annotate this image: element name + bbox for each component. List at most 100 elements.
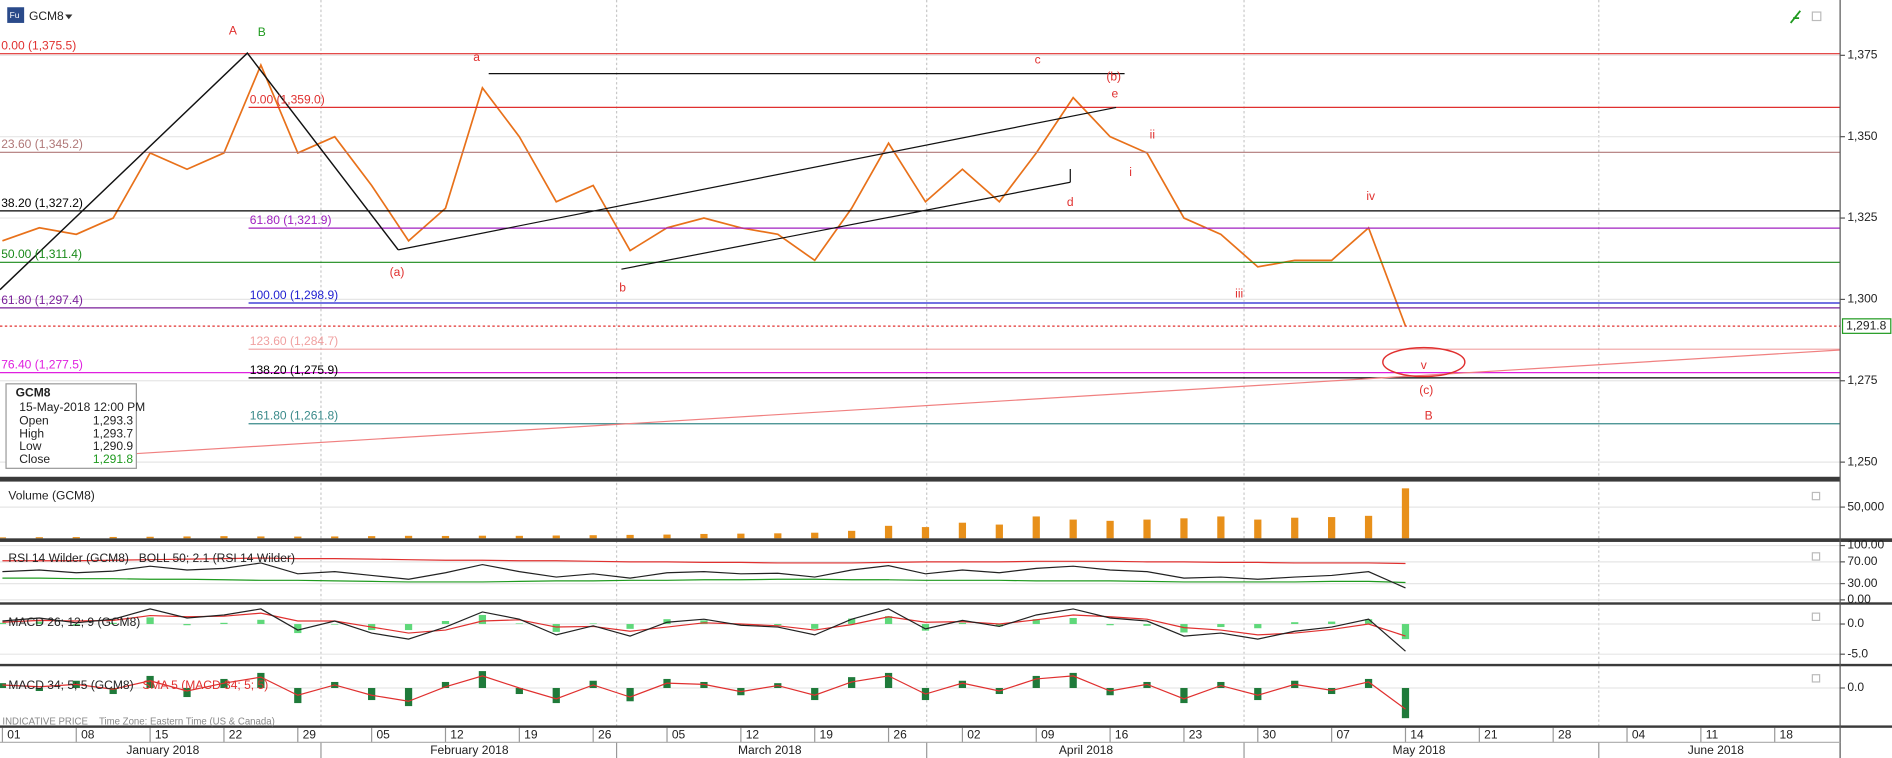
bar bbox=[404, 535, 413, 539]
channel-line bbox=[621, 181, 1071, 270]
y-tick-label: 100.00 bbox=[1847, 538, 1884, 552]
bar bbox=[183, 624, 191, 626]
bar bbox=[958, 622, 967, 625]
bar bbox=[552, 624, 560, 632]
bar bbox=[515, 623, 523, 625]
y-tick-label: 70.00 bbox=[1847, 554, 1877, 568]
bar bbox=[589, 535, 597, 539]
month-label: January 2018 bbox=[126, 743, 199, 757]
x-tick-label: 29 bbox=[303, 727, 317, 741]
bar bbox=[478, 614, 487, 625]
bar bbox=[146, 617, 154, 625]
window-icon[interactable] bbox=[1811, 11, 1822, 22]
info-datetime: 15-May-2018 12:00 PM bbox=[19, 400, 145, 414]
fib-label: 138.20 (1,275.9) bbox=[250, 363, 338, 377]
y-tick-label: 1,275 bbox=[1847, 373, 1877, 387]
info-value: 1,293.3 bbox=[93, 413, 133, 427]
x-tick-label: 05 bbox=[376, 727, 390, 741]
bar bbox=[1328, 621, 1336, 625]
bar bbox=[921, 527, 930, 539]
series-line bbox=[2, 608, 1406, 652]
bar bbox=[1217, 624, 1225, 628]
bar bbox=[811, 687, 819, 701]
x-tick-label: 19 bbox=[820, 727, 834, 741]
target-ellipse bbox=[1382, 346, 1466, 378]
bar bbox=[257, 619, 265, 625]
wave-label: e bbox=[1112, 86, 1119, 100]
x-tick-label: 26 bbox=[893, 727, 907, 741]
bar bbox=[35, 621, 43, 625]
bar bbox=[884, 525, 893, 539]
panel-icon bbox=[1811, 674, 1821, 683]
bar bbox=[1143, 624, 1151, 626]
fib-label: 61.80 (1,297.4) bbox=[1, 293, 83, 307]
bar bbox=[884, 672, 893, 688]
info-field: Low bbox=[19, 439, 41, 453]
current-price-label: 1,291.8 bbox=[1846, 318, 1886, 332]
y-tick-label: -5.0 bbox=[1847, 646, 1868, 660]
y-tick-label: 1,250 bbox=[1847, 454, 1877, 468]
wave-label: v bbox=[1421, 358, 1427, 372]
current-price-tag bbox=[1841, 318, 1892, 334]
bar bbox=[1032, 619, 1040, 625]
panel-divider bbox=[0, 602, 1892, 605]
wave-label: (c) bbox=[1419, 383, 1433, 397]
panel-icon bbox=[1811, 552, 1821, 561]
bar bbox=[72, 537, 80, 539]
bar bbox=[811, 624, 819, 629]
instrument-icon-text: Fu bbox=[10, 10, 20, 20]
bar bbox=[700, 533, 708, 539]
bar bbox=[848, 530, 856, 539]
panel-divider bbox=[0, 725, 1892, 728]
support-line bbox=[132, 349, 1841, 455]
series-line bbox=[2, 612, 1406, 637]
draw-tool-icon[interactable] bbox=[1789, 10, 1802, 24]
x-tick-label: 08 bbox=[81, 727, 95, 741]
bar bbox=[995, 624, 1003, 627]
info-value: 1,293.7 bbox=[93, 427, 133, 441]
bar bbox=[146, 536, 154, 539]
bar bbox=[1254, 519, 1262, 539]
symbol[interactable]: GCM8 bbox=[29, 9, 64, 23]
month-label: February 2018 bbox=[430, 743, 509, 757]
x-tick-label: 19 bbox=[524, 727, 538, 741]
month-label: April 2018 bbox=[1059, 743, 1114, 757]
y-tick-label: 1,325 bbox=[1847, 210, 1877, 224]
info-value: 1,290.9 bbox=[93, 439, 133, 453]
fib-label: 61.80 (1,321.9) bbox=[250, 213, 332, 227]
fib-label: 0.00 (1,375.5) bbox=[1, 39, 76, 53]
y-tick-label: 50,000 bbox=[1847, 499, 1884, 513]
price-source: INDICATIVE PRICE bbox=[2, 716, 88, 727]
series-line bbox=[2, 577, 1406, 584]
dropdown-arrow[interactable] bbox=[65, 14, 73, 20]
panel-divider bbox=[0, 538, 1892, 542]
x-tick-label: 26 bbox=[598, 727, 612, 741]
wave-label: i bbox=[1129, 165, 1132, 179]
bar bbox=[0, 622, 7, 625]
x-tick-label: 02 bbox=[967, 727, 981, 741]
fib-label: 0.00 (1,359.0) bbox=[250, 92, 325, 106]
plot-layer bbox=[0, 53, 1892, 758]
panel-icon bbox=[1811, 612, 1821, 622]
drawings bbox=[0, 52, 1841, 455]
x-tick-label: 23 bbox=[1189, 727, 1203, 741]
info-box bbox=[5, 383, 137, 469]
panel-title: MACD 34; 5; 5 (GCM8) bbox=[8, 678, 133, 692]
panel-title: MACD 26; 12; 9 (GCM8) bbox=[8, 615, 140, 629]
bar bbox=[331, 536, 339, 539]
fib-label: 161.80 (1,261.8) bbox=[250, 409, 338, 423]
bar bbox=[1106, 520, 1114, 539]
bar bbox=[109, 687, 117, 695]
wave-label: (b) bbox=[1106, 69, 1121, 83]
bar bbox=[478, 671, 487, 688]
x-tick-label: 04 bbox=[1632, 727, 1646, 741]
bar bbox=[257, 672, 265, 688]
bar bbox=[294, 624, 302, 634]
bar bbox=[109, 622, 117, 625]
panel-title: Volume (GCM8) bbox=[8, 488, 94, 502]
instrument-icon bbox=[7, 7, 25, 23]
bar bbox=[441, 681, 450, 688]
bar bbox=[995, 524, 1003, 539]
bar bbox=[1217, 516, 1225, 539]
x-tick-label: 11 bbox=[1706, 727, 1719, 741]
